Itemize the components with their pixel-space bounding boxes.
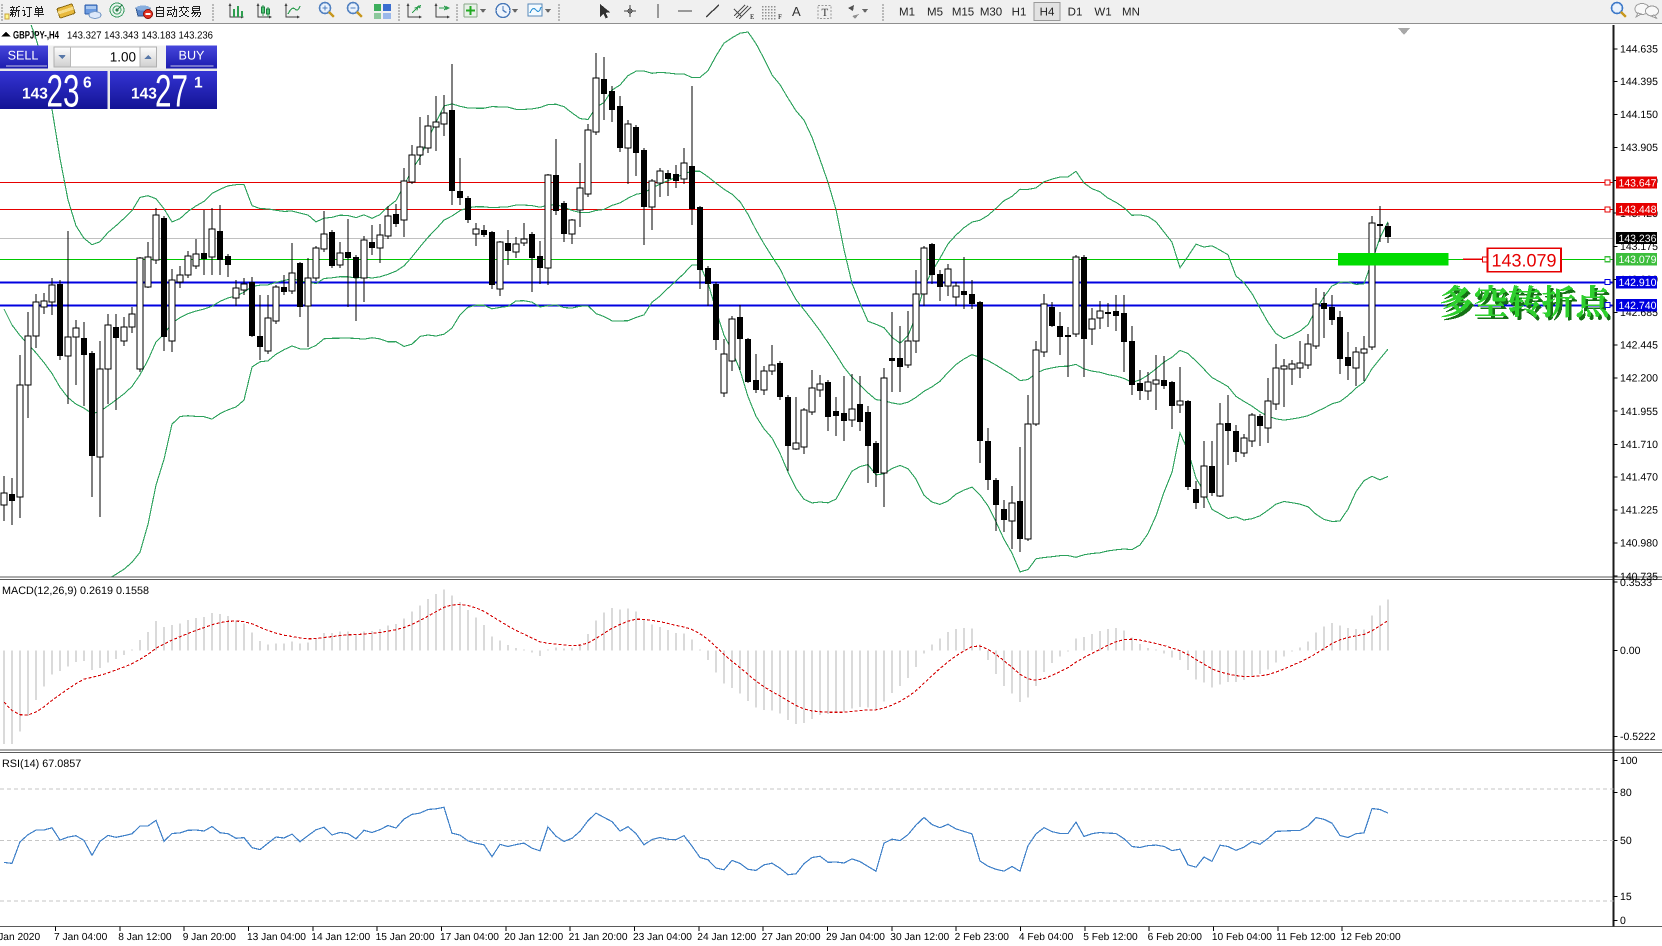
svg-text:GBPJPY-,H4: GBPJPY-,H4 — [13, 30, 59, 42]
svg-text:2 Feb 23:00: 2 Feb 23:00 — [955, 932, 1010, 943]
svg-text:143.905: 143.905 — [1620, 142, 1658, 154]
svg-text:141.955: 141.955 — [1620, 406, 1658, 418]
svg-text:F: F — [778, 13, 782, 21]
svg-text:29 Jan 04:00: 29 Jan 04:00 — [826, 932, 885, 943]
svg-text:13 Jan 04:00: 13 Jan 04:00 — [247, 932, 306, 943]
svg-text:W1: W1 — [1094, 7, 1111, 19]
svg-text:17 Jan 04:00: 17 Jan 04:00 — [440, 932, 499, 943]
svg-text:10 Feb 04:00: 10 Feb 04:00 — [1212, 932, 1272, 943]
svg-text:144.635: 144.635 — [1620, 44, 1658, 56]
svg-text:1: 1 — [194, 75, 203, 92]
svg-text:M30: M30 — [980, 7, 1002, 19]
svg-text:6 Feb 20:00: 6 Feb 20:00 — [1148, 932, 1203, 943]
svg-text:MACD(12,26,9) 0.2619 0.1558: MACD(12,26,9) 0.2619 0.1558 — [2, 585, 149, 597]
svg-text:2 Jan 2020: 2 Jan 2020 — [0, 932, 40, 943]
svg-text:0.3533: 0.3533 — [1620, 577, 1652, 589]
svg-text:15: 15 — [1620, 891, 1632, 903]
svg-text:0: 0 — [1620, 915, 1626, 927]
svg-text:100: 100 — [1620, 755, 1638, 767]
svg-text:T: T — [822, 7, 829, 19]
svg-text:144.150: 144.150 — [1620, 109, 1658, 121]
svg-text:4 Feb 04:00: 4 Feb 04:00 — [1019, 932, 1074, 943]
svg-text:23: 23 — [47, 66, 80, 117]
svg-text:143: 143 — [131, 86, 157, 103]
svg-text:14 Jan 12:00: 14 Jan 12:00 — [311, 932, 370, 943]
svg-text:E: E — [750, 13, 754, 21]
svg-text:144.395: 144.395 — [1620, 76, 1658, 88]
svg-text:H1: H1 — [1012, 7, 1027, 19]
svg-text:141.225: 141.225 — [1620, 505, 1658, 517]
svg-text:141.470: 141.470 — [1620, 471, 1658, 483]
svg-text:5 Feb 12:00: 5 Feb 12:00 — [1083, 932, 1138, 943]
svg-text:27 Jan 20:00: 27 Jan 20:00 — [762, 932, 821, 943]
svg-text:11 Feb 12:00: 11 Feb 12:00 — [1276, 932, 1336, 943]
svg-text:SELL: SELL — [8, 49, 39, 63]
svg-text:7 Jan 04:00: 7 Jan 04:00 — [54, 932, 108, 943]
svg-text:142.910: 142.910 — [1619, 277, 1657, 289]
svg-text:143.448: 143.448 — [1619, 204, 1657, 216]
svg-text:20 Jan 12:00: 20 Jan 12:00 — [504, 932, 563, 943]
svg-text:140.980: 140.980 — [1620, 538, 1658, 550]
svg-text:143.327 143.343 143.183 143.23: 143.327 143.343 143.183 143.236 — [67, 31, 213, 42]
svg-text:50: 50 — [1620, 835, 1632, 847]
svg-text:141.710: 141.710 — [1620, 439, 1658, 451]
svg-text:30 Jan 12:00: 30 Jan 12:00 — [890, 932, 949, 943]
svg-text:D1: D1 — [1068, 7, 1083, 19]
svg-text:H4: H4 — [1040, 7, 1055, 19]
svg-text:12 Feb 20:00: 12 Feb 20:00 — [1341, 932, 1401, 943]
svg-text:M15: M15 — [952, 7, 974, 19]
svg-text:MN: MN — [1122, 7, 1140, 19]
svg-text:143.236: 143.236 — [1619, 233, 1657, 245]
svg-text:21 Jan 20:00: 21 Jan 20:00 — [569, 932, 628, 943]
svg-text:143.079: 143.079 — [1619, 254, 1657, 266]
svg-text:0.00: 0.00 — [1620, 645, 1641, 657]
svg-text:142.740: 142.740 — [1619, 300, 1657, 312]
svg-text:8 Jan 12:00: 8 Jan 12:00 — [118, 932, 172, 943]
svg-text:A: A — [792, 4, 801, 19]
svg-text:142.445: 142.445 — [1620, 340, 1658, 352]
svg-text:BUY: BUY — [179, 49, 205, 63]
svg-text:6: 6 — [83, 75, 92, 92]
svg-text:142.200: 142.200 — [1620, 373, 1658, 385]
svg-text:9 Jan 20:00: 9 Jan 20:00 — [183, 932, 237, 943]
svg-text:-0.5222: -0.5222 — [1620, 731, 1656, 743]
svg-text:80: 80 — [1620, 787, 1632, 799]
svg-text:24 Jan 12:00: 24 Jan 12:00 — [697, 932, 756, 943]
svg-text:23 Jan 04:00: 23 Jan 04:00 — [633, 932, 692, 943]
svg-text:140.735: 140.735 — [1620, 571, 1658, 583]
svg-text:143.079: 143.079 — [1491, 250, 1556, 270]
svg-text:15 Jan 20:00: 15 Jan 20:00 — [376, 932, 435, 943]
svg-text:M1: M1 — [899, 7, 915, 19]
svg-text:27: 27 — [155, 66, 188, 117]
svg-text:1.00: 1.00 — [110, 50, 136, 65]
svg-text:RSI(14) 67.0857: RSI(14) 67.0857 — [2, 758, 81, 770]
svg-text:143: 143 — [22, 86, 48, 103]
svg-text:M5: M5 — [927, 7, 943, 19]
svg-text:143.647: 143.647 — [1619, 177, 1657, 189]
